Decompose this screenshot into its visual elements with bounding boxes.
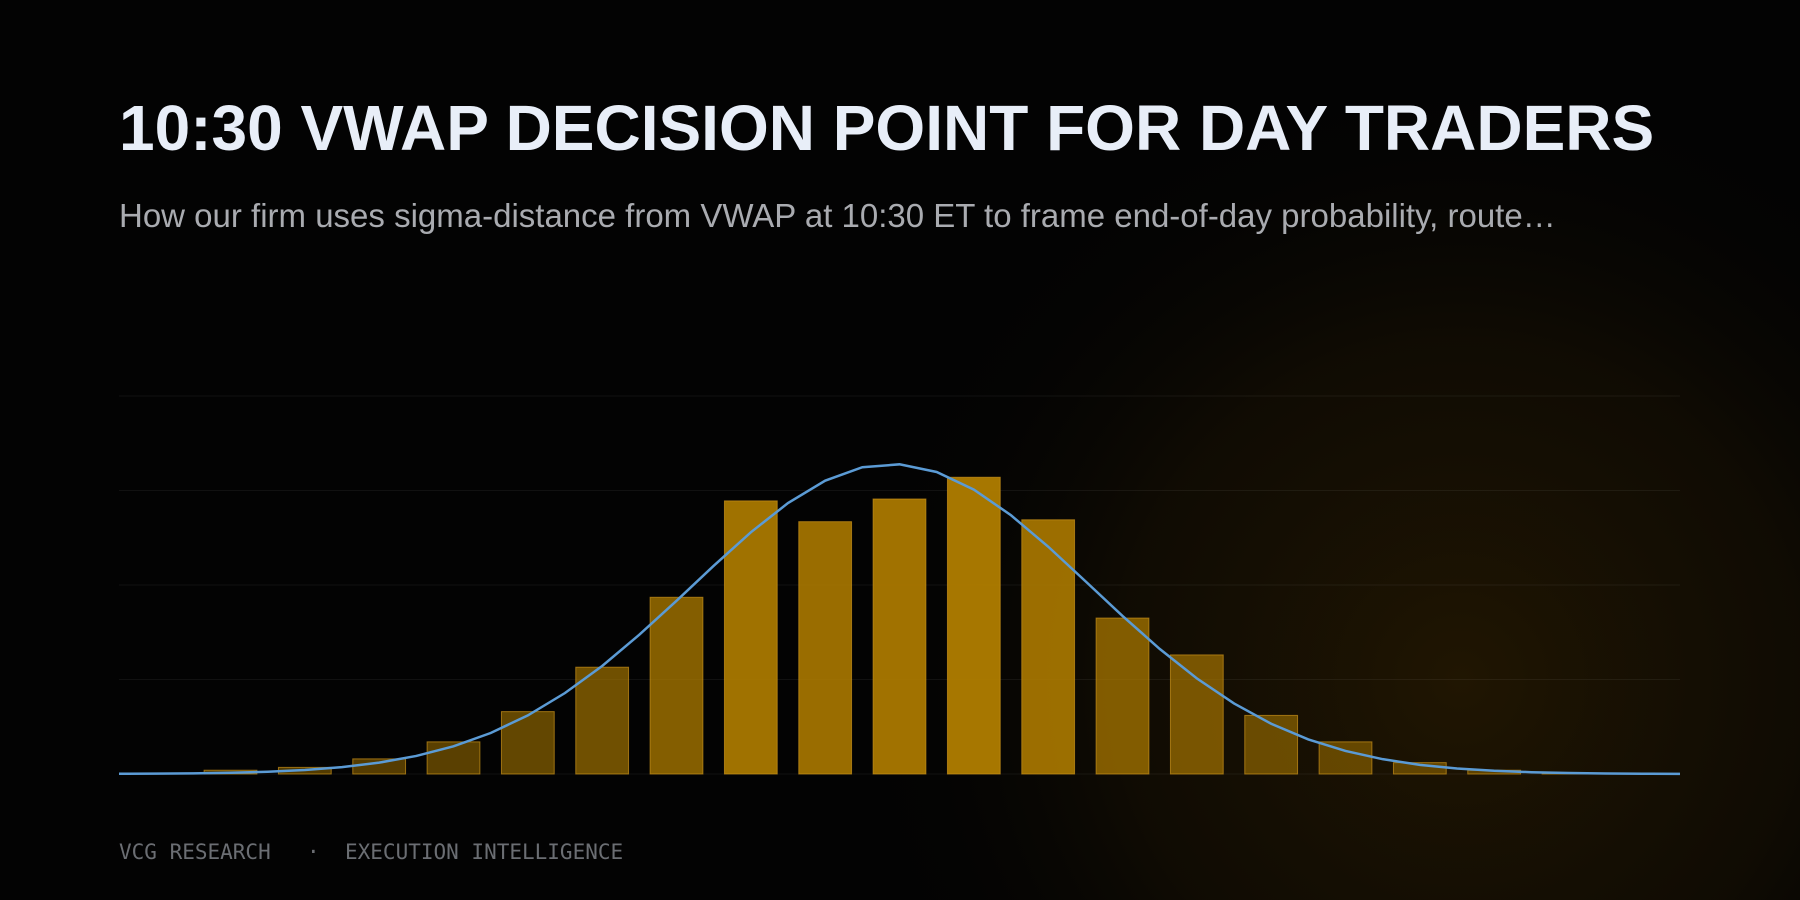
title: 10:30 VWAP DECISION POINT FOR DAY TRADER… bbox=[119, 92, 1654, 164]
subtitle: How our firm uses sigma-distance from VW… bbox=[119, 197, 1556, 234]
bar bbox=[575, 666, 630, 775]
bar bbox=[872, 498, 927, 775]
footer-left: VCG RESEARCH bbox=[119, 840, 271, 864]
bar bbox=[426, 741, 481, 775]
bar bbox=[723, 500, 778, 775]
bar bbox=[352, 758, 407, 775]
bar bbox=[1169, 654, 1224, 775]
footer-right: EXECUTION INTELLIGENCE bbox=[345, 840, 623, 864]
bar bbox=[1244, 714, 1299, 775]
fit-curve bbox=[118, 463, 1681, 776]
bar bbox=[649, 596, 704, 775]
bar bbox=[946, 476, 1001, 775]
bar bbox=[1095, 617, 1150, 775]
bar bbox=[1021, 519, 1076, 775]
bar bbox=[798, 521, 853, 775]
bar bbox=[1318, 741, 1373, 775]
bar bbox=[500, 711, 555, 775]
footer-separator: · bbox=[307, 840, 320, 864]
